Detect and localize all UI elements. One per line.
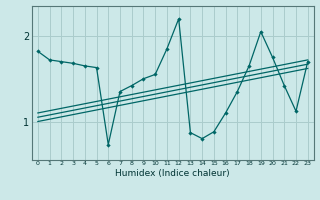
- X-axis label: Humidex (Indice chaleur): Humidex (Indice chaleur): [116, 169, 230, 178]
